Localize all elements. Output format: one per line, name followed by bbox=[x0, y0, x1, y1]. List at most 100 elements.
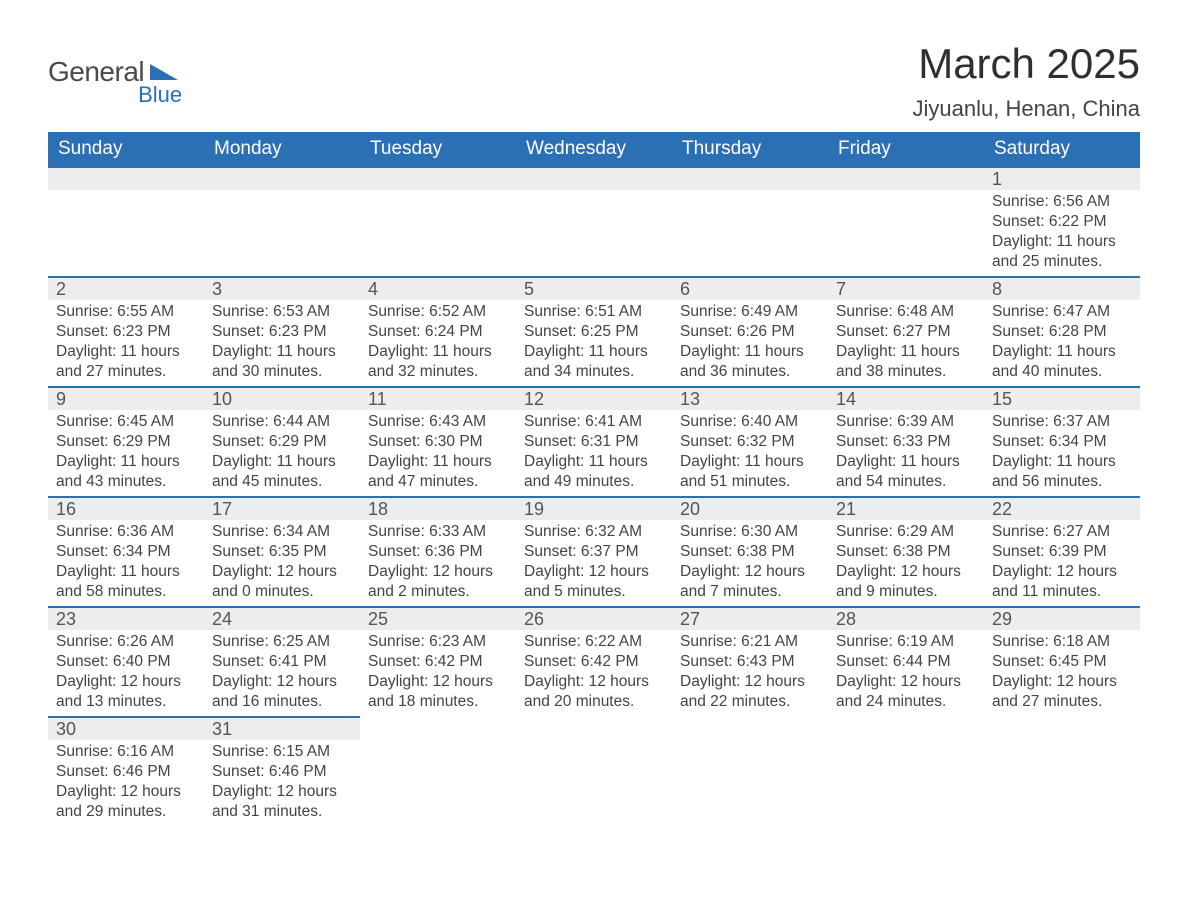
logo-text: General Blue bbox=[48, 58, 144, 106]
day-number: 6 bbox=[672, 278, 828, 300]
sunrise-line: Sunrise: 6:56 AM bbox=[992, 192, 1132, 212]
sunrise-line: Sunrise: 6:40 AM bbox=[680, 412, 820, 432]
day-number: 17 bbox=[204, 498, 360, 520]
weekday-header: Friday bbox=[828, 132, 984, 167]
day-details: Sunrise: 6:19 AMSunset: 6:44 PMDaylight:… bbox=[828, 630, 984, 716]
sunrise-line: Sunrise: 6:45 AM bbox=[56, 412, 196, 432]
header: General Blue March 2025 Jiyuanlu, Henan,… bbox=[48, 40, 1140, 122]
day-number: 18 bbox=[360, 498, 516, 520]
day-number: 2 bbox=[48, 278, 204, 300]
sunrise-line: Sunrise: 6:47 AM bbox=[992, 302, 1132, 322]
details-row: Sunrise: 6:55 AMSunset: 6:23 PMDaylight:… bbox=[48, 300, 1140, 387]
day-number: 20 bbox=[672, 498, 828, 520]
daylight-line: Daylight: 11 hours and 58 minutes. bbox=[56, 562, 196, 602]
sunrise-line: Sunrise: 6:15 AM bbox=[212, 742, 352, 762]
sunset-line: Sunset: 6:39 PM bbox=[992, 542, 1132, 562]
logo: General Blue bbox=[48, 58, 178, 106]
daylight-line: Daylight: 11 hours and 51 minutes. bbox=[680, 452, 820, 492]
sunset-line: Sunset: 6:46 PM bbox=[212, 762, 352, 782]
sunset-line: Sunset: 6:33 PM bbox=[836, 432, 976, 452]
day-details-cell: Sunrise: 6:43 AMSunset: 6:30 PMDaylight:… bbox=[360, 410, 516, 497]
day-number-cell: 22 bbox=[984, 497, 1140, 520]
day-number-cell: 10 bbox=[204, 387, 360, 410]
sunset-line: Sunset: 6:44 PM bbox=[836, 652, 976, 672]
day-details-cell: Sunrise: 6:51 AMSunset: 6:25 PMDaylight:… bbox=[516, 300, 672, 387]
day-number: 19 bbox=[516, 498, 672, 520]
day-details: Sunrise: 6:32 AMSunset: 6:37 PMDaylight:… bbox=[516, 520, 672, 606]
day-details: Sunrise: 6:18 AMSunset: 6:45 PMDaylight:… bbox=[984, 630, 1140, 716]
day-details: Sunrise: 6:30 AMSunset: 6:38 PMDaylight:… bbox=[672, 520, 828, 606]
empty-day bbox=[672, 168, 828, 190]
sunrise-line: Sunrise: 6:29 AM bbox=[836, 522, 976, 542]
day-number: 12 bbox=[516, 388, 672, 410]
daylight-line: Daylight: 12 hours and 2 minutes. bbox=[368, 562, 508, 602]
day-number: 8 bbox=[984, 278, 1140, 300]
day-number-cell: 17 bbox=[204, 497, 360, 520]
day-details: Sunrise: 6:22 AMSunset: 6:42 PMDaylight:… bbox=[516, 630, 672, 716]
sunset-line: Sunset: 6:38 PM bbox=[836, 542, 976, 562]
weekday-header: Monday bbox=[204, 132, 360, 167]
day-details-cell: Sunrise: 6:29 AMSunset: 6:38 PMDaylight:… bbox=[828, 520, 984, 607]
day-details-cell: Sunrise: 6:53 AMSunset: 6:23 PMDaylight:… bbox=[204, 300, 360, 387]
sunrise-line: Sunrise: 6:26 AM bbox=[56, 632, 196, 652]
day-details-cell bbox=[360, 190, 516, 277]
day-number-cell: 24 bbox=[204, 607, 360, 630]
day-details-cell bbox=[672, 740, 828, 826]
day-details-cell bbox=[984, 740, 1140, 826]
daylight-line: Daylight: 12 hours and 27 minutes. bbox=[992, 672, 1132, 712]
day-number-cell: 8 bbox=[984, 277, 1140, 300]
daylight-line: Daylight: 11 hours and 47 minutes. bbox=[368, 452, 508, 492]
day-number: 21 bbox=[828, 498, 984, 520]
daylight-line: Daylight: 12 hours and 0 minutes. bbox=[212, 562, 352, 602]
daynum-row: 2345678 bbox=[48, 277, 1140, 300]
day-details-cell: Sunrise: 6:36 AMSunset: 6:34 PMDaylight:… bbox=[48, 520, 204, 607]
sunset-line: Sunset: 6:45 PM bbox=[992, 652, 1132, 672]
day-number-cell: 19 bbox=[516, 497, 672, 520]
day-number-cell: 6 bbox=[672, 277, 828, 300]
sunrise-line: Sunrise: 6:30 AM bbox=[680, 522, 820, 542]
empty-day bbox=[360, 168, 516, 190]
weekday-header: Tuesday bbox=[360, 132, 516, 167]
day-details-cell: Sunrise: 6:39 AMSunset: 6:33 PMDaylight:… bbox=[828, 410, 984, 497]
daylight-line: Daylight: 11 hours and 30 minutes. bbox=[212, 342, 352, 382]
sunset-line: Sunset: 6:27 PM bbox=[836, 322, 976, 342]
day-number-cell: 29 bbox=[984, 607, 1140, 630]
day-details: Sunrise: 6:15 AMSunset: 6:46 PMDaylight:… bbox=[204, 740, 360, 826]
day-details: Sunrise: 6:49 AMSunset: 6:26 PMDaylight:… bbox=[672, 300, 828, 386]
weekday-header: Sunday bbox=[48, 132, 204, 167]
day-number-cell bbox=[204, 167, 360, 190]
day-details-cell bbox=[828, 190, 984, 277]
daylight-line: Daylight: 12 hours and 7 minutes. bbox=[680, 562, 820, 602]
day-details: Sunrise: 6:51 AMSunset: 6:25 PMDaylight:… bbox=[516, 300, 672, 386]
sunset-line: Sunset: 6:31 PM bbox=[524, 432, 664, 452]
daylight-line: Daylight: 11 hours and 34 minutes. bbox=[524, 342, 664, 382]
day-details: Sunrise: 6:47 AMSunset: 6:28 PMDaylight:… bbox=[984, 300, 1140, 386]
day-number: 10 bbox=[204, 388, 360, 410]
sunrise-line: Sunrise: 6:51 AM bbox=[524, 302, 664, 322]
day-number: 28 bbox=[828, 608, 984, 630]
sunrise-line: Sunrise: 6:33 AM bbox=[368, 522, 508, 542]
day-number-cell: 21 bbox=[828, 497, 984, 520]
sunrise-line: Sunrise: 6:25 AM bbox=[212, 632, 352, 652]
day-details-cell: Sunrise: 6:34 AMSunset: 6:35 PMDaylight:… bbox=[204, 520, 360, 607]
day-number-cell: 26 bbox=[516, 607, 672, 630]
day-number-cell: 23 bbox=[48, 607, 204, 630]
daylight-line: Daylight: 11 hours and 38 minutes. bbox=[836, 342, 976, 382]
sunrise-line: Sunrise: 6:53 AM bbox=[212, 302, 352, 322]
day-number: 30 bbox=[48, 718, 204, 740]
day-number: 26 bbox=[516, 608, 672, 630]
sunset-line: Sunset: 6:36 PM bbox=[368, 542, 508, 562]
sunrise-line: Sunrise: 6:23 AM bbox=[368, 632, 508, 652]
day-number: 3 bbox=[204, 278, 360, 300]
day-details-cell: Sunrise: 6:48 AMSunset: 6:27 PMDaylight:… bbox=[828, 300, 984, 387]
day-number-cell: 16 bbox=[48, 497, 204, 520]
daynum-row: 3031 bbox=[48, 717, 1140, 740]
day-details-cell: Sunrise: 6:56 AMSunset: 6:22 PMDaylight:… bbox=[984, 190, 1140, 277]
calendar-page: General Blue March 2025 Jiyuanlu, Henan,… bbox=[0, 0, 1188, 918]
day-details-cell bbox=[360, 740, 516, 826]
day-details-cell: Sunrise: 6:15 AMSunset: 6:46 PMDaylight:… bbox=[204, 740, 360, 826]
day-details: Sunrise: 6:33 AMSunset: 6:36 PMDaylight:… bbox=[360, 520, 516, 606]
sunset-line: Sunset: 6:42 PM bbox=[524, 652, 664, 672]
day-number-cell bbox=[360, 167, 516, 190]
daylight-line: Daylight: 11 hours and 36 minutes. bbox=[680, 342, 820, 382]
